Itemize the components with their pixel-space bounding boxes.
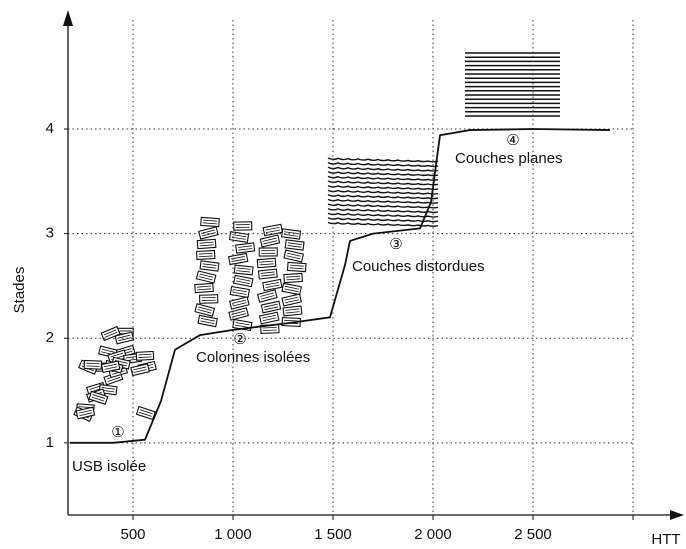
lamella-box [201,217,220,226]
layer-wavy [328,176,438,180]
lamella [260,235,279,247]
x-axis-label: HTT [651,531,680,548]
chart: Stades HTT 1 2 3 4 500 1 000 1 500 2 000 2 500 ① U… [0,0,686,549]
lamella [229,253,248,264]
lamella-box [234,265,253,275]
lamella [196,271,215,283]
lamella-box [197,239,216,248]
annotation: Couches distordues [352,258,485,275]
lamella [261,301,280,313]
lamella-line [86,366,99,367]
lamella [234,222,252,230]
x-arrow [670,510,684,520]
lamella [258,290,277,302]
lamella [198,315,217,326]
lamella [263,279,282,290]
lamella-line [86,363,99,364]
layer-wavy [328,199,438,203]
lamella [131,364,149,376]
layer-wavy [328,218,438,222]
x-tick-label: 2 000 [414,526,452,543]
y-arrow [63,10,73,26]
layer-wavy [328,158,438,162]
layer-wavy [328,167,438,171]
lamella-box [195,283,214,292]
annotation: Couches planes [455,150,563,167]
y-tick-label: 2 [46,329,54,346]
lamella-box [283,306,302,316]
lamella [234,275,253,286]
lamella [200,261,219,271]
lamella [282,294,301,306]
y-tick-label: 1 [46,434,54,451]
annotation: USB isolée [72,458,146,475]
lamella [257,258,276,267]
lamella [195,304,214,316]
lamella [285,240,304,250]
lamella [236,243,255,253]
y-tick-label: 4 [46,120,54,137]
lamella [201,217,220,226]
y-tick-label: 3 [46,225,54,242]
lamella [259,248,277,256]
layer-wavy [328,172,438,176]
lamella-box [259,248,277,256]
lamella-box [284,273,303,282]
lamella [284,273,303,282]
layer-wavy [328,163,438,167]
lamella [260,312,279,323]
lamella [136,351,153,360]
lamella-box [258,290,277,302]
curve [70,129,610,443]
lamella-box [84,360,101,369]
lamella-box [197,251,215,260]
layer-wavy [328,209,438,213]
annotation: ② [233,331,246,348]
lamella [230,297,249,309]
lamella-box [287,262,306,271]
annotation: ① [111,424,124,441]
lamella [195,283,214,292]
lamella-box [200,295,218,304]
lamella [284,250,303,262]
x-tick-label: 2 500 [514,526,552,543]
lamella [282,283,301,294]
lamella [229,308,248,320]
annotation: ③ [389,236,402,253]
lamella [234,265,253,275]
x-tick-label: 1 000 [214,526,252,543]
lamella-box [234,222,252,230]
lamella [287,262,306,271]
x-tick-label: 500 [120,526,145,543]
layer-wavy [328,186,438,190]
lamella [200,295,218,304]
lamella [199,227,218,239]
layer-wavy [328,195,438,199]
lamella-box [258,269,277,279]
lamella [197,251,215,260]
lamella-box [285,240,304,250]
lamella [84,360,101,369]
annotation: Colonnes isolées [196,349,310,366]
lamella [197,239,216,248]
lamella-box [137,407,156,420]
layer-wavy [328,181,438,185]
x-tick-label: 1 500 [314,526,352,543]
annotation: ④ [506,132,519,149]
lamella-box [257,258,276,267]
layer-wavy [328,204,438,208]
layer-wavy [328,213,438,217]
lamella [258,269,277,279]
lamella-box [200,261,219,271]
lamella [137,407,156,420]
lamella [283,306,302,316]
lamella-box [136,351,153,360]
lamella-box [236,243,255,253]
y-axis-label: Stades [11,267,28,314]
illustrations [74,53,560,421]
layer-wavy [328,190,438,194]
